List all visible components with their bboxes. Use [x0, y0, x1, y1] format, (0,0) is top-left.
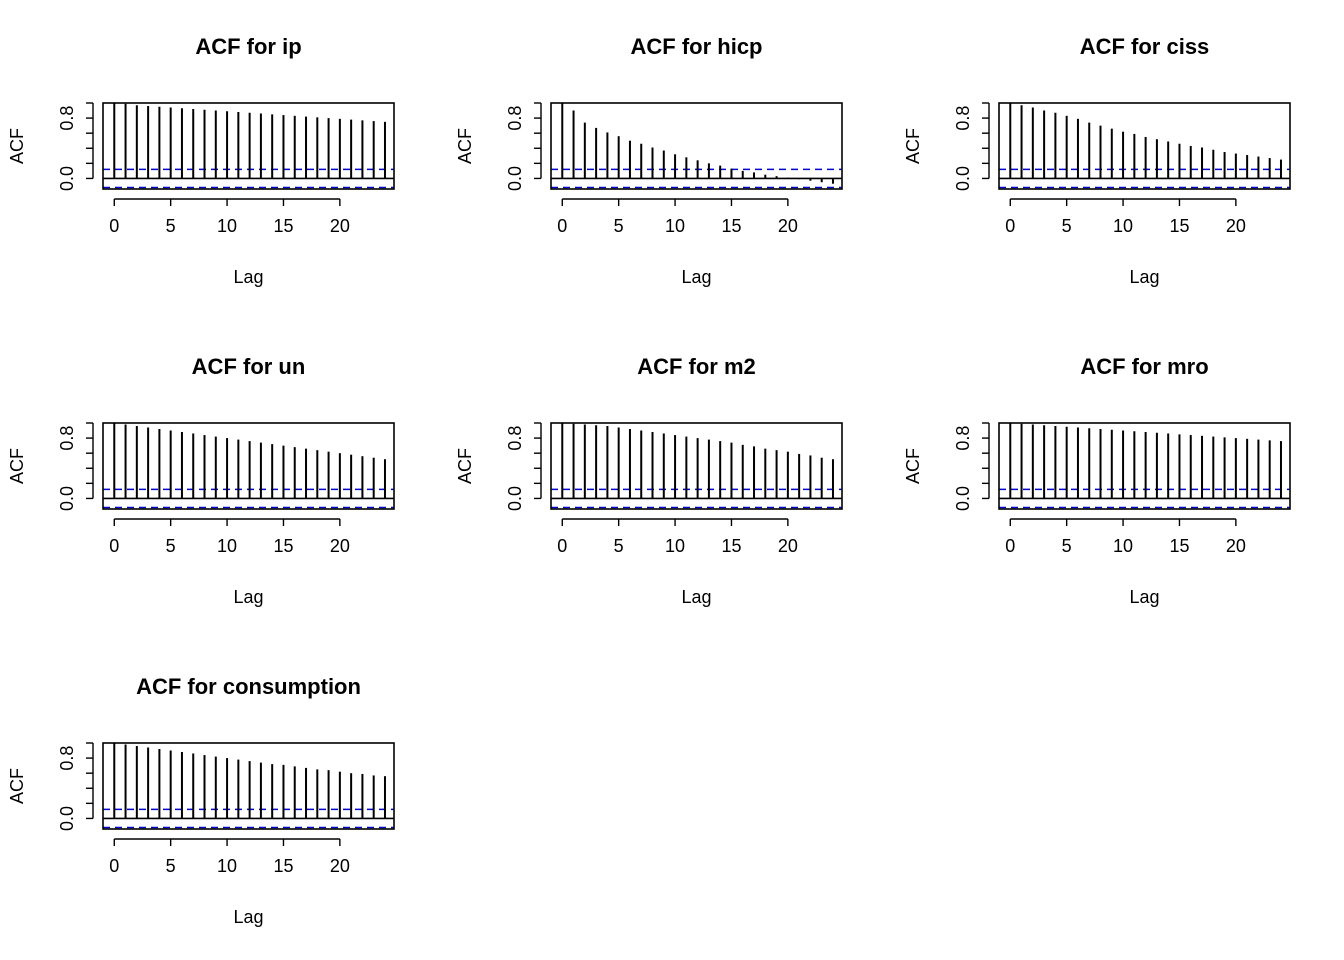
y-axis-label: ACF	[903, 448, 923, 484]
panel-title: ACF for ip	[195, 34, 301, 59]
x-tick-label: 15	[273, 856, 293, 876]
x-tick-label: 5	[614, 536, 624, 556]
x-tick-label: 20	[778, 536, 798, 556]
panel-title: ACF for consumption	[136, 674, 361, 699]
y-tick-label: 0.8	[57, 746, 77, 771]
x-tick-label: 5	[614, 216, 624, 236]
y-tick-label: 0.0	[57, 806, 77, 831]
x-tick-label: 5	[166, 536, 176, 556]
x-tick-label: 10	[665, 216, 685, 236]
panel-title: ACF for hicp	[631, 34, 763, 59]
acf-panel: ACF for ciss 0 5 10 15 20 Lag 0.0 0.8 ACF	[903, 34, 1291, 287]
x-tick-label: 10	[665, 536, 685, 556]
acf-panel: ACF for consumption 0 5 10 15 20 Lag 0.0 0.8 ACF	[7, 674, 395, 927]
panel-title: ACF for ciss	[1080, 34, 1210, 59]
x-tick-label: 15	[1169, 216, 1189, 236]
x-tick-label: 15	[273, 536, 293, 556]
acf-panel: ACF for un 0 5 10 15 20 Lag 0.0 0.8 ACF	[7, 354, 395, 607]
x-tick-label: 0	[1005, 216, 1015, 236]
y-tick-label: 0.8	[505, 106, 525, 131]
x-tick-label: 5	[166, 216, 176, 236]
y-axis-label: ACF	[455, 448, 475, 484]
x-tick-label: 0	[109, 856, 119, 876]
y-tick-label: 0.0	[953, 486, 973, 511]
x-tick-label: 0	[1005, 536, 1015, 556]
panel-title: ACF for un	[192, 354, 306, 379]
plot-frame	[550, 102, 843, 190]
x-axis-label: Lag	[681, 587, 711, 607]
y-axis-label: ACF	[7, 128, 27, 164]
x-tick-label: 10	[217, 216, 237, 236]
plot-frame	[102, 102, 395, 190]
y-tick-label: 0.8	[953, 106, 973, 131]
x-axis-label: Lag	[233, 267, 263, 287]
x-tick-label: 0	[557, 216, 567, 236]
panel-title: ACF for m2	[637, 354, 756, 379]
x-tick-label: 5	[1062, 216, 1072, 236]
y-tick-label: 0.8	[57, 426, 77, 451]
x-axis-label: Lag	[233, 587, 263, 607]
y-tick-label: 0.8	[953, 426, 973, 451]
plot-frame	[550, 422, 843, 510]
x-tick-label: 20	[1226, 216, 1246, 236]
x-axis-label: Lag	[1129, 587, 1159, 607]
x-tick-label: 0	[557, 536, 567, 556]
x-tick-label: 0	[109, 536, 119, 556]
y-axis-label: ACF	[7, 448, 27, 484]
x-tick-label: 15	[721, 216, 741, 236]
plot-frame	[998, 102, 1291, 190]
x-tick-label: 20	[1226, 536, 1246, 556]
acf-panel: ACF for hicp 0 5 10 15 20 Lag 0.0 0.8 ACF	[455, 34, 843, 287]
y-tick-label: 0.0	[505, 486, 525, 511]
plot-frame	[102, 422, 395, 510]
y-tick-label: 0.0	[57, 166, 77, 191]
y-tick-label: 0.0	[953, 166, 973, 191]
x-tick-label: 10	[217, 536, 237, 556]
y-tick-label: 0.8	[505, 426, 525, 451]
x-tick-label: 5	[1062, 536, 1072, 556]
x-axis-label: Lag	[1129, 267, 1159, 287]
y-tick-label: 0.0	[57, 486, 77, 511]
y-axis-label: ACF	[903, 128, 923, 164]
acf-panel: ACF for mro 0 5 10 15 20 Lag 0.0 0.8 ACF	[903, 354, 1291, 607]
x-tick-label: 15	[721, 536, 741, 556]
acf-panel: ACF for ip 0 5 10 15 20 Lag 0.0 0.8 ACF	[7, 34, 395, 287]
plot-frame	[998, 422, 1291, 510]
x-tick-label: 0	[109, 216, 119, 236]
x-tick-label: 10	[217, 856, 237, 876]
y-tick-label: 0.8	[57, 106, 77, 131]
y-axis-label: ACF	[7, 768, 27, 804]
x-tick-label: 15	[273, 216, 293, 236]
x-tick-label: 20	[330, 216, 350, 236]
x-tick-label: 20	[330, 536, 350, 556]
x-tick-label: 10	[1113, 216, 1133, 236]
x-tick-label: 20	[778, 216, 798, 236]
panel-title: ACF for mro	[1080, 354, 1208, 379]
x-tick-label: 15	[1169, 536, 1189, 556]
x-tick-label: 20	[330, 856, 350, 876]
x-tick-label: 10	[1113, 536, 1133, 556]
y-axis-label: ACF	[455, 128, 475, 164]
x-axis-label: Lag	[233, 907, 263, 927]
acf-panel: ACF for m2 0 5 10 15 20 Lag 0.0 0.8 ACF	[455, 354, 843, 607]
plot-frame	[102, 742, 395, 830]
y-tick-label: 0.0	[505, 166, 525, 191]
x-axis-label: Lag	[681, 267, 711, 287]
x-tick-label: 5	[166, 856, 176, 876]
